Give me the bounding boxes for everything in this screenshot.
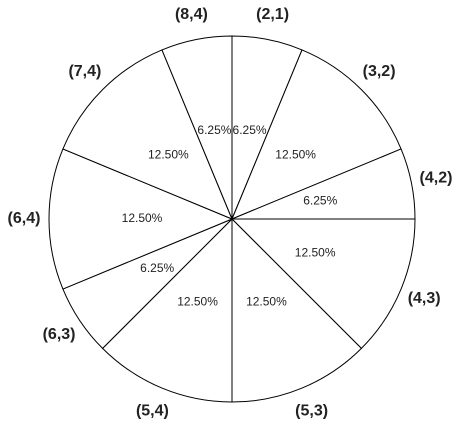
slice-category-label: (6,4) xyxy=(8,210,41,227)
pie-slice xyxy=(62,49,233,220)
slice-value-label: 6.25% xyxy=(197,123,231,137)
pie-slice xyxy=(48,148,234,290)
slice-value-label: 6.25% xyxy=(303,194,337,208)
slice-value-label: 6.25% xyxy=(140,261,174,275)
pie-slice xyxy=(231,217,363,403)
slice-category-label: (5,4) xyxy=(136,402,169,419)
slice-category-label: (8,4) xyxy=(175,6,208,23)
slice-value-label: 12.50% xyxy=(275,148,316,162)
slice-category-label: (6,3) xyxy=(43,326,76,343)
pie-slice xyxy=(161,35,233,220)
slice-category-label: (2,1) xyxy=(256,6,289,23)
slice-value-label: 12.50% xyxy=(295,246,336,260)
pie-slice xyxy=(101,217,233,403)
slice-value-label: 12.50% xyxy=(177,294,218,308)
pie-slice xyxy=(230,218,416,350)
slice-category-label: (7,4) xyxy=(68,63,101,80)
slice-category-label: (3,2) xyxy=(363,63,396,80)
slice-value-label: 12.50% xyxy=(246,294,287,308)
slice-category-label: (4,3) xyxy=(408,290,441,307)
slice-value-label: 6.25% xyxy=(233,123,267,137)
slice-value-label: 12.50% xyxy=(122,211,163,225)
slice-value-label: 12.50% xyxy=(148,148,189,162)
slice-category-label: (4,2) xyxy=(420,170,453,187)
slice-category-label: (5,3) xyxy=(295,402,328,419)
pie-slice xyxy=(231,49,402,220)
